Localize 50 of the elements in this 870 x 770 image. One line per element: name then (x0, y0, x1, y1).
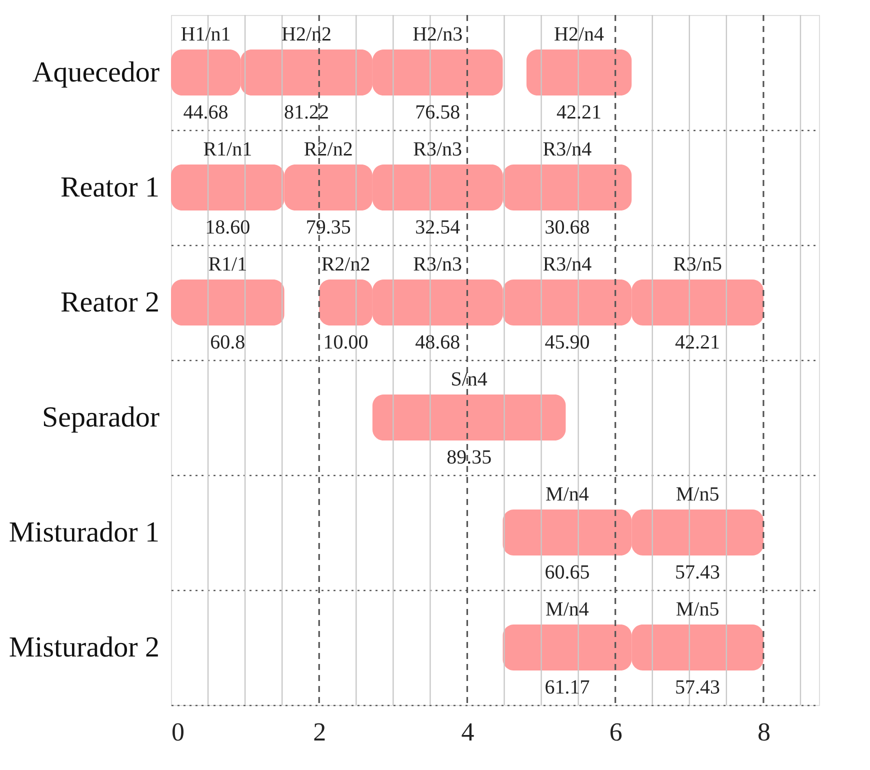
annotation: 44.68 (183, 102, 228, 124)
bar (171, 280, 284, 326)
annotation: 60.8 (210, 332, 246, 354)
annotation: 79.35 (306, 216, 351, 238)
annotation: H2/n4 (554, 24, 604, 46)
x-tick-label: 4 (461, 718, 474, 746)
annotation: R3/n4 (542, 138, 592, 160)
annotation: H2/n3 (412, 24, 463, 46)
x-tick-label: 2 (313, 718, 326, 746)
annotation: R3/n4 (542, 254, 592, 276)
y-tick-label: Misturador 1 (8, 516, 160, 548)
bar (372, 394, 566, 440)
annotation: R3/n5 (673, 254, 722, 276)
annotation: 61.17 (544, 676, 590, 698)
annotation: 89.35 (446, 446, 492, 468)
annotation: 81.22 (284, 102, 330, 124)
annotation: R3/n3 (413, 138, 462, 160)
bar (526, 50, 632, 96)
annotation: R2/n2 (304, 138, 353, 160)
annotation: 57.43 (675, 676, 720, 698)
annotation: S/n4 (450, 368, 488, 390)
annotation: 42.21 (556, 102, 602, 124)
annotation: R3/n3 (413, 254, 462, 276)
y-tick-label: Aquecedor (32, 56, 160, 88)
annotation: 32.54 (415, 216, 460, 238)
annotation: 30.68 (544, 216, 590, 238)
y-tick-label: Reator 1 (60, 172, 160, 204)
annotation: 10.00 (323, 332, 368, 354)
annotation: 42.21 (675, 332, 720, 354)
y-tick-label: Separador (42, 402, 160, 434)
annotation: R1/n1 (203, 138, 252, 160)
annotation: R2/n2 (321, 254, 370, 276)
annotation: M/n4 (546, 484, 589, 506)
annotation: M/n5 (676, 484, 720, 506)
annotation: 60.65 (544, 562, 590, 584)
annotation: R1/1 (208, 254, 248, 276)
x-tick-label: 6 (609, 718, 622, 746)
annotation: 48.68 (415, 332, 460, 354)
x-tick-label: 8 (757, 718, 770, 746)
y-tick-label: Misturador 2 (8, 632, 160, 664)
y-tick-label: Reator 2 (60, 286, 160, 318)
annotation: H2/n2 (282, 24, 332, 46)
annotation: M/n5 (676, 598, 720, 620)
x-tick-label: 0 (172, 718, 184, 746)
annotation: H1/n1 (180, 24, 231, 46)
annotation: 45.90 (544, 332, 590, 354)
annotation: 18.60 (205, 216, 250, 238)
annotation: 57.43 (675, 562, 720, 584)
annotation: M/n4 (546, 598, 589, 620)
annotation: 76.58 (415, 102, 460, 124)
